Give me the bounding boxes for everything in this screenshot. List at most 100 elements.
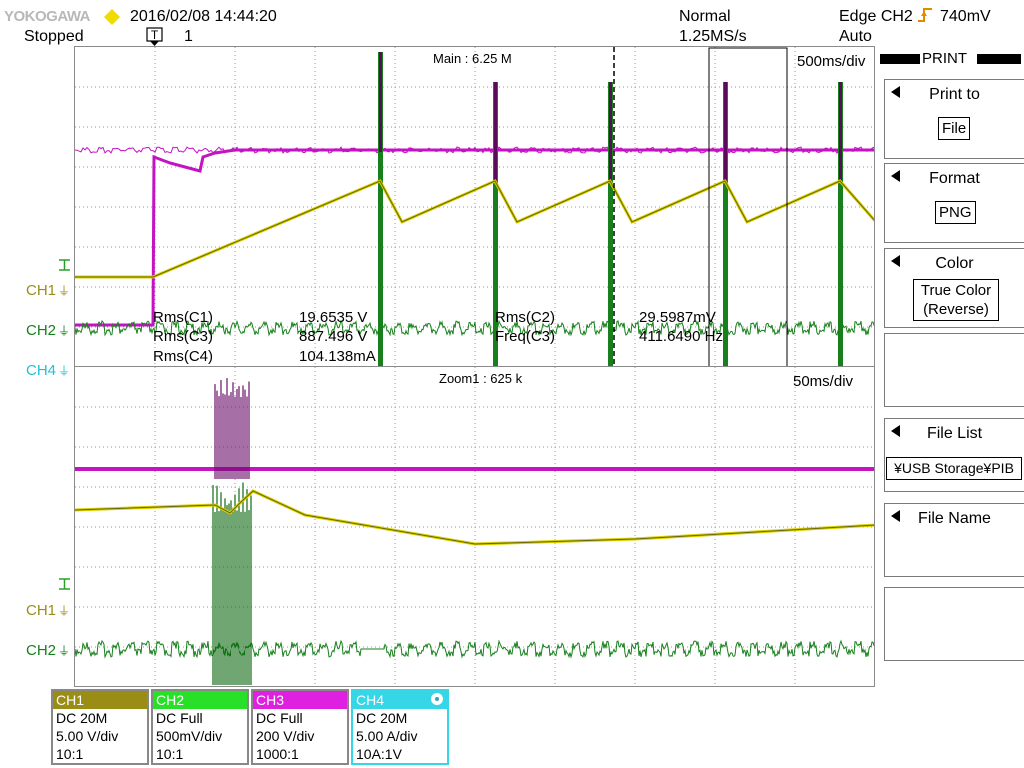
ch2-spike	[493, 82, 498, 366]
menu-title-label: PRINT	[922, 50, 967, 67]
ch2-marker-main: CH2 ⏚	[26, 322, 70, 339]
channel-probe: 10:1	[156, 746, 184, 762]
ground-icon: ⏚	[58, 364, 71, 378]
channel-name: CH3	[253, 691, 347, 709]
ch2-spike	[723, 82, 728, 366]
channel-probe: 1000:1	[256, 746, 299, 762]
left-arrow-icon	[891, 425, 900, 437]
measurement-value: 104.138mA	[299, 348, 376, 365]
ch2-marker-label: CH2	[26, 322, 57, 339]
svg-text:T: T	[151, 28, 159, 42]
softkey-file-name[interactable]: File Name	[884, 503, 1024, 577]
softkey-format[interactable]: Format PNG	[884, 163, 1024, 243]
menu-title-bar	[880, 54, 920, 64]
channel-name: CH4	[356, 692, 385, 708]
main-timebase: 500ms/div	[797, 53, 866, 70]
measurement-value: 887.496 V	[299, 328, 368, 345]
channel-coupling: DC 20M	[356, 710, 408, 726]
measurement-value: 29.5987mV	[639, 309, 716, 326]
channel-scale: 5.00 V/div	[56, 728, 119, 744]
channel-scale: 5.00 A/div	[356, 728, 418, 744]
channel-name: CH2	[153, 691, 247, 709]
sample-rate: 1.25MS/s	[679, 28, 747, 45]
softkey-file-list[interactable]: File List ¥USB Storage¥PIB	[884, 418, 1024, 492]
ch2-trace-main	[75, 319, 874, 337]
ch1-trace-zoom-core	[75, 490, 874, 545]
channel-selected-icon	[431, 693, 443, 705]
channel-scale: 200 V/div	[256, 728, 315, 744]
ch1-trace-zoom	[75, 489, 874, 546]
trigger-position-label: 1	[184, 28, 193, 45]
ch1-marker-label: CH1	[26, 602, 57, 619]
channel-header: CH4	[353, 691, 447, 709]
channel-scale: 500mV/div	[156, 728, 223, 744]
trigger-mode: Auto	[839, 28, 872, 45]
diamond-icon	[104, 9, 120, 25]
measurement-label: Rms(C1)	[153, 309, 213, 326]
main-waveform-window[interactable]: Main : 6.25 M 500ms/div Rms(C1) 19.6535 …	[74, 46, 875, 367]
ch4-marker-main: CH4 ⏚	[26, 362, 70, 379]
trigger-t-icon: T	[146, 27, 163, 46]
softkey-value: True Color (Reverse)	[913, 279, 999, 321]
channel-coupling: DC 20M	[56, 710, 108, 726]
ch3-spike	[839, 82, 842, 182]
main-window-title: Main : 6.25 M	[433, 51, 512, 66]
ch4-settings-box[interactable]: CH4 DC 20M 5.00 A/div 10A:1V	[351, 689, 449, 765]
ch1-trace-main-core	[75, 180, 874, 278]
softkey-value-line: True Color	[920, 282, 992, 299]
ch3-settings-box[interactable]: CH3 DC Full 200 V/div 1000:1	[251, 689, 349, 765]
trigger-level-marker-icon	[59, 259, 70, 271]
zoom-window-title: Zoom1 : 625 k	[439, 371, 523, 386]
menu-title: PRINT	[876, 50, 1024, 68]
measurement-label: Rms(C4)	[153, 348, 213, 365]
left-arrow-icon	[891, 86, 900, 98]
zoom-box	[708, 47, 788, 366]
zoom-timebase: 50ms/div	[793, 373, 854, 390]
zoom-waveform-window[interactable]: Zoom1 : 625 k 50ms/div	[74, 366, 875, 687]
measurement-value: 411.6490 Hz	[639, 328, 723, 345]
ch1-marker-zoom: CH1 ⏚	[26, 602, 70, 619]
softkey-print-to[interactable]: Print to File	[884, 79, 1024, 159]
softkey-blank[interactable]	[884, 333, 1024, 407]
ground-icon: ⏚	[58, 324, 71, 338]
ch2-settings-box[interactable]: CH2 DC Full 500mV/div 10:1	[151, 689, 249, 765]
ch1-marker-main: CH1 ⏚	[26, 282, 70, 299]
print-menu: PRINT Print to File Format PNG Color Tru…	[876, 46, 1024, 662]
run-state: Stopped	[24, 28, 84, 45]
channel-coupling: DC Full	[156, 710, 203, 726]
ch2-marker-label: CH2	[26, 642, 57, 659]
ch1-marker-label: CH1	[26, 282, 57, 299]
channel-name: CH1	[53, 691, 147, 709]
rising-edge-icon	[918, 8, 932, 22]
ch3-spike	[609, 82, 612, 182]
trigger-info: Edge CH2	[839, 8, 913, 25]
ch3-spike	[724, 82, 727, 182]
left-arrow-icon	[891, 255, 900, 267]
softkey-value: File	[938, 117, 971, 140]
ch2-spike	[608, 82, 613, 366]
zoom-waveform-plot	[75, 367, 874, 686]
softkey-value: PNG	[935, 201, 976, 224]
softkey-label: File List	[926, 425, 983, 442]
softkey-label: Color	[935, 255, 974, 272]
ch3-spike	[379, 52, 382, 152]
softkey-label: Print to	[929, 86, 980, 103]
ch3-noise-main	[75, 146, 874, 154]
left-arrow-icon	[891, 170, 900, 182]
ch3-trace-main	[75, 148, 874, 327]
softkey-blank[interactable]	[884, 587, 1024, 661]
menu-title-bar	[977, 54, 1021, 64]
ground-icon: ⏚	[58, 284, 71, 298]
acq-mode: Normal	[679, 8, 731, 25]
ch2-spike	[378, 52, 383, 366]
measurement-value: 19.6535 V	[299, 309, 368, 326]
brand-logo: YOKOGAWA	[4, 8, 91, 25]
trigger-level-marker-icon	[59, 578, 70, 590]
softkey-color[interactable]: Color True Color (Reverse)	[884, 248, 1024, 328]
measurement-label: Rms(C3)	[153, 328, 213, 345]
measurement-label: Rms(C2)	[495, 309, 555, 326]
channel-coupling: DC Full	[256, 710, 303, 726]
channel-probe: 10A:1V	[356, 746, 402, 762]
ch1-settings-box[interactable]: CH1 DC 20M 5.00 V/div 10:1	[51, 689, 149, 765]
ch2-spike	[838, 82, 843, 366]
